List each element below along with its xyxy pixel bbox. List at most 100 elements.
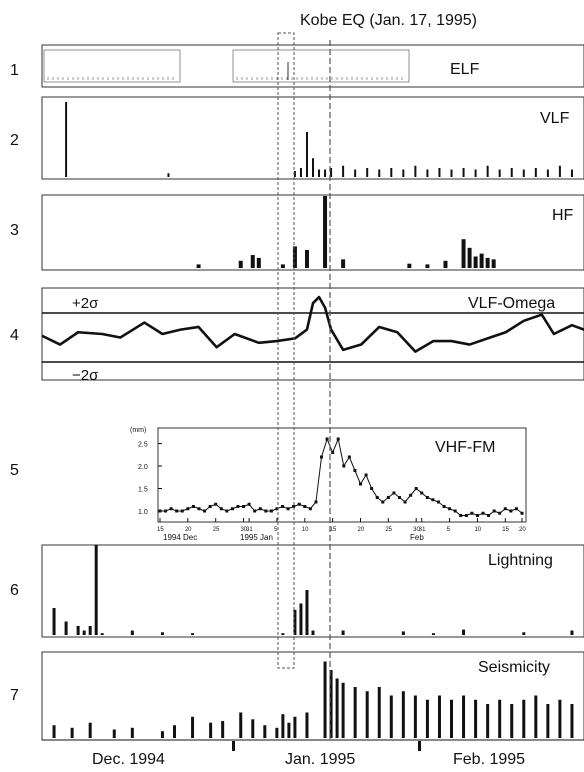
vlf-bar-20 [474,169,477,177]
vhf-fm-point-63 [509,509,513,513]
vhf-fm-point-24 [292,505,296,508]
lightning-bar-13 [305,590,309,635]
seismicity-bar-40 [570,704,574,738]
vlf-omega-line [41,295,584,353]
lightning-bar-18 [462,629,466,635]
vhf-fm-point-26 [303,505,307,508]
seismicity-bar-7 [191,716,195,738]
seismicity-bar-25 [389,695,393,738]
x-label-feb-1995: Feb. 1995 [453,751,525,768]
vhf-fm-point-32 [336,437,340,441]
hf-bar-16 [485,257,490,268]
lightning-bar-8 [160,632,164,635]
seismicity-bar-19 [329,670,333,738]
lightning-bar-3 [82,630,86,635]
panel-label-vlf-omega: VLF-Omega [468,295,555,312]
seismicity-bar-36 [522,699,526,738]
seismicity-bar-16 [293,716,297,738]
seismicity-bar-3 [112,729,116,738]
vlf-bar-25 [534,168,537,177]
vlf-bar-8 [330,168,333,177]
seismicity-bar-26 [401,691,405,738]
lightning-bar-1 [64,621,68,635]
seismicity-bar-29 [437,695,441,738]
seismicity-bar-14 [281,714,285,738]
elf-subpanel-left [43,49,181,83]
hf-bar-12 [461,239,466,268]
panel-frame-elf [41,44,584,88]
inset-xtick-label: 30 [413,527,420,533]
lightning-bar-20 [570,630,574,635]
seismicity-bar-39 [558,699,562,738]
vhf-fm-point-53 [453,509,457,513]
lower-sigma-label: −2σ [72,367,99,384]
inset-frame [157,427,527,523]
vlf-bar-15 [414,165,417,177]
vlf-bar-26 [546,169,549,177]
hf-bar-7 [323,196,328,268]
inset-xtick-label: 5 [447,527,451,533]
vhf-fm-point-9 [208,505,212,508]
hf-bar-3 [256,257,261,268]
vhf-fm-point-39 [375,496,379,499]
chart-title: Kobe EQ (Jan. 17, 1995) [300,12,477,29]
vlf-bar-21 [486,165,489,177]
vlf-bar-23 [510,168,513,177]
panel-label-seismicity: Seismicity [478,659,550,676]
hf-bar-9 [407,263,412,268]
vhf-fm-point-35 [353,469,357,472]
vhf-fm-point-28 [314,500,318,504]
vlf-bar-27 [558,165,561,177]
vlf-bar-7 [324,169,327,177]
vhf-fm-point-16 [247,502,251,506]
seismicity-bar-11 [251,719,255,738]
seismicity-bar-6 [172,725,176,738]
vhf-fm-point-10 [214,502,218,506]
vhf-fm-point-8 [203,509,207,513]
hf-bar-2 [250,255,255,268]
vlf-bar-12 [378,169,381,177]
vhf-fm-point-4 [180,509,184,513]
vlf-bar-19 [462,168,465,177]
vhf-fm-point-13 [230,507,234,511]
vhf-fm-point-48 [425,496,429,499]
panel-number-2: 2 [10,132,19,149]
hf-bar-14 [473,256,478,268]
seismicity-bar-35 [510,704,514,738]
lightning-bar-0 [52,608,56,635]
seismicity-bar-10 [239,712,243,738]
hf-bar-17 [491,259,496,268]
inset-month-dec: 1994 Dec [163,533,197,542]
lightning-bar-2 [76,626,80,635]
lightning-bar-11 [293,609,297,635]
panel-frame-hf [41,194,584,271]
month-tick-1 [232,741,235,751]
vlf-bar-5 [312,158,314,177]
vlf-bar-1 [167,173,170,177]
data-marks [41,102,584,738]
seismicity-bar-18 [323,661,327,738]
vhf-fm-point-31 [331,451,335,454]
vlf-bar-18 [450,169,453,177]
vhf-fm-point-5 [186,507,190,511]
vhf-fm-point-43 [397,496,401,499]
lightning-bar-9 [191,633,195,635]
vhf-fm-point-15 [242,505,246,508]
inset-xtick-label: 20 [185,527,192,533]
vhf-fm-point-47 [420,491,424,495]
vhf-fm-point-22 [281,505,285,508]
vhf-fm-point-21 [275,507,279,511]
elf-ticks [47,62,403,80]
seismicity-bar-37 [534,695,538,738]
panel-label-vhf-fm: VHF-FM [435,439,495,456]
vhf-fm-point-38 [370,487,374,490]
x-label-dec-1994: Dec. 1994 [92,751,165,768]
hf-bar-4 [280,264,285,268]
seismicity-bar-21 [341,682,345,738]
panel-number-4: 4 [10,327,19,344]
seismicity-bar-28 [425,699,429,738]
vhf-fm-point-33 [342,464,346,468]
panel-label-elf: ELF [450,61,480,78]
panel-frame-vlf-omega [41,287,584,381]
